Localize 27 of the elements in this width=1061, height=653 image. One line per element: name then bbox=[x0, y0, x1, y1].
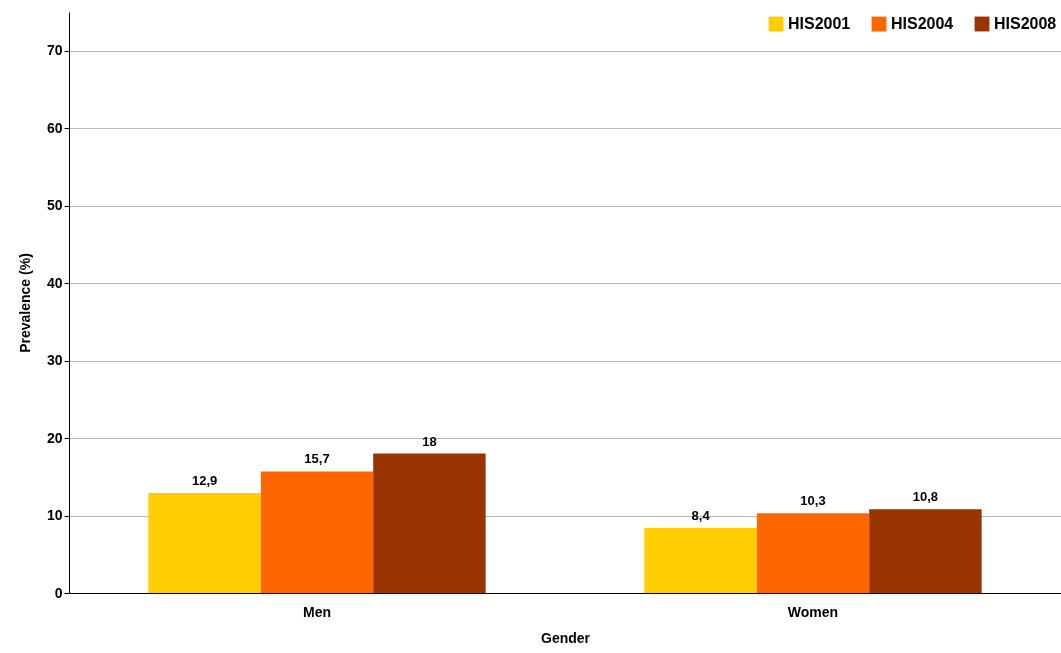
y-tick-label: 20 bbox=[46, 429, 63, 446]
data-label: 12,9 bbox=[191, 473, 218, 489]
data-label: 10,3 bbox=[800, 493, 826, 509]
data-label: 8,4 bbox=[691, 507, 711, 523]
legend-label: HIS2004 bbox=[891, 15, 954, 32]
bar bbox=[260, 471, 374, 593]
y-tick-label: 70 bbox=[46, 42, 63, 59]
y-tick-label: 40 bbox=[46, 274, 63, 291]
legend-label: HIS2001 bbox=[788, 15, 851, 32]
y-axis-title: Prevalence (%) bbox=[16, 253, 33, 353]
x-axis-title: Gender bbox=[540, 629, 591, 646]
x-tick-label: Men bbox=[303, 603, 331, 620]
data-label: 15,7 bbox=[304, 451, 330, 467]
y-tick-label: 50 bbox=[46, 197, 63, 214]
x-tick-label: Women bbox=[787, 603, 839, 620]
bar bbox=[148, 493, 261, 593]
legend-label: HIS2008 bbox=[994, 15, 1057, 32]
y-tick-label: 60 bbox=[46, 119, 63, 136]
bar bbox=[644, 527, 757, 593]
y-tick-label: 10 bbox=[46, 507, 63, 524]
data-label: 10,8 bbox=[912, 489, 939, 505]
y-tick-label: 30 bbox=[46, 352, 63, 369]
data-label: 18 bbox=[422, 433, 437, 449]
bar bbox=[869, 509, 982, 593]
bar bbox=[756, 513, 870, 593]
y-tick-label: 0 bbox=[54, 584, 63, 601]
bar bbox=[373, 453, 486, 593]
